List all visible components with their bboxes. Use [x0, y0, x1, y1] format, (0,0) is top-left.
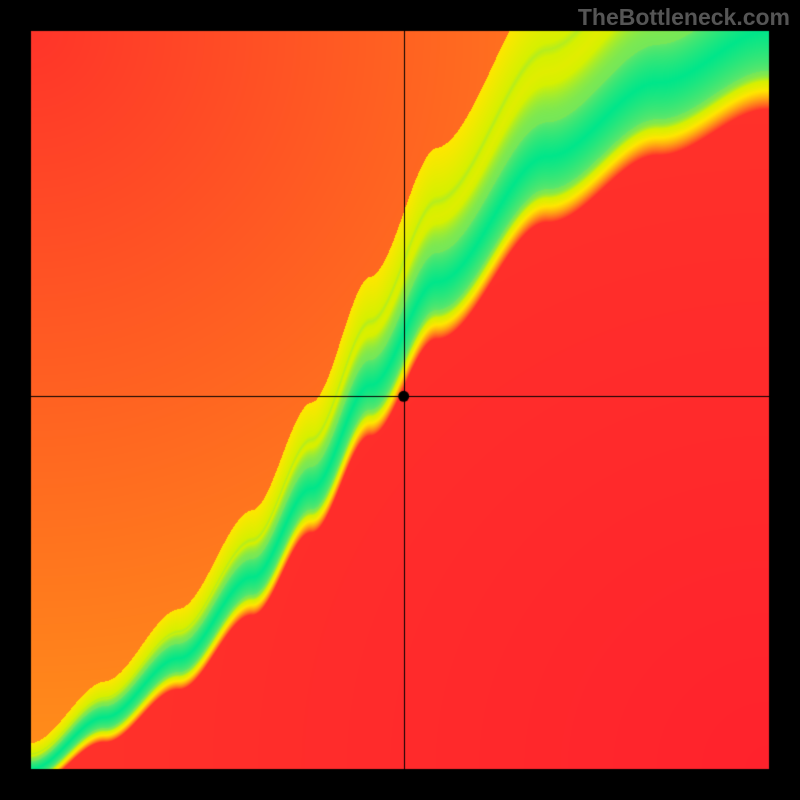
- bottleneck-heatmap: [0, 0, 800, 800]
- chart-container: TheBottleneck.com: [0, 0, 800, 800]
